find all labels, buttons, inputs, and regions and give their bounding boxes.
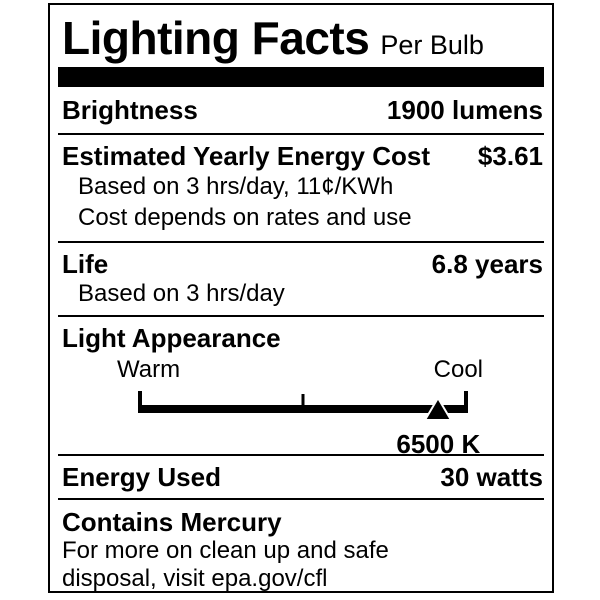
scale-warm-label: Warm [117, 356, 181, 383]
color-temperature-value: 6500 K [396, 429, 481, 459]
label-subtitle: Per Bulb [380, 30, 484, 60]
lighting-facts-label: Lighting Facts Per Bulb Brightness 1900 … [48, 3, 554, 593]
brightness-row: Brightness 1900 lumens [50, 87, 552, 133]
divider [58, 454, 544, 456]
life-section: Life 6.8 years Based on 3 hrs/day [50, 243, 552, 315]
energy-used-label: Energy Used [62, 461, 221, 492]
energy-cost-value: $3.61 [477, 141, 543, 171]
divider [58, 315, 544, 317]
scale-mid-tick [301, 394, 305, 413]
life-value: 6.8 years [431, 249, 543, 279]
mercury-section: Contains Mercury For more on clean up an… [50, 500, 552, 592]
energy-cost-note-disclaimer: Cost depends on rates and use [78, 204, 412, 231]
brightness-value: 1900 lumens [386, 94, 543, 125]
header-separator-bar [58, 67, 544, 87]
divider [58, 241, 544, 243]
light-appearance-section: Light Appearance Warm Cool 6500 K [50, 317, 552, 459]
mercury-note-line2: disposal, visit epa.gov/cfl [62, 565, 328, 592]
brightness-label: Brightness [62, 94, 198, 125]
life-label: Life [62, 249, 109, 279]
scale-cool-label: Cool [433, 356, 483, 383]
life-note-basis: Based on 3 hrs/day [78, 280, 285, 307]
mercury-note-line1: For more on clean up and safe [62, 537, 389, 564]
energy-used-value: 30 watts [440, 461, 543, 492]
scale-marker-triangle-icon [424, 397, 453, 421]
divider [58, 133, 544, 135]
warm-cool-scale: 6500 K [138, 391, 480, 459]
energy-cost-note-basis: Based on 3 hrs/day, 11¢/KWh [78, 173, 394, 200]
energy-cost-label: Estimated Yearly Energy Cost [62, 141, 431, 171]
divider [58, 498, 544, 500]
mercury-label: Contains Mercury [62, 507, 282, 537]
scale-bar [138, 405, 468, 413]
energy-used-row: Energy Used 30 watts [50, 456, 552, 498]
label-title: Lighting Facts [62, 12, 370, 64]
scale-left-end-tick [138, 391, 142, 413]
light-appearance-label: Light Appearance [62, 323, 281, 353]
energy-cost-section: Estimated Yearly Energy Cost $3.61 Based… [50, 135, 552, 241]
scale-right-end-tick [464, 391, 468, 413]
label-header: Lighting Facts Per Bulb [50, 5, 552, 63]
